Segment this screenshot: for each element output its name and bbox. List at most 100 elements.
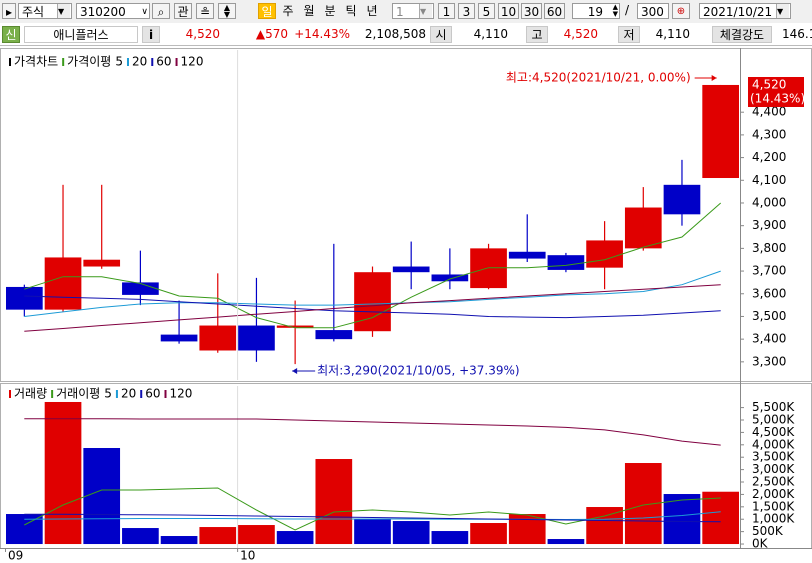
open-label: 시: [430, 26, 452, 43]
volume-bar: [160, 536, 198, 545]
price: 4,520: [185, 27, 220, 41]
volume: 2,108,508: [364, 27, 426, 41]
legend-marker: [115, 390, 118, 398]
candle-body: [238, 325, 275, 351]
legend-label: 120: [181, 55, 204, 69]
interval-button[interactable]: 5: [478, 3, 495, 19]
interest-button[interactable]: 관: [174, 3, 192, 19]
menu-icon[interactable]: ▸: [2, 3, 16, 19]
volume-bar: [6, 514, 43, 545]
moving-average-line: [24, 487, 721, 531]
change-rate: +14.43%: [294, 27, 350, 41]
interval-button[interactable]: 60: [544, 3, 565, 19]
y-tick-label: 4,200: [752, 150, 786, 164]
quote-bar: 신 애니플러스 i 4,520 ▲570 +14.43% 2,108,508 시…: [0, 23, 812, 46]
candle-body: [702, 84, 739, 179]
legend-marker: [51, 390, 54, 398]
candle-body: [547, 255, 585, 270]
x-tick-label: 09: [8, 549, 23, 563]
legend-label: 거래량: [14, 387, 47, 401]
legend-label: 60: [145, 387, 160, 401]
market-select[interactable]: 주식 ▼: [18, 3, 72, 19]
moving-average-line: [24, 513, 721, 523]
candle-body: [122, 282, 159, 295]
legend-marker: [175, 58, 178, 66]
legend-label: 가격차트: [14, 55, 58, 69]
interval-button[interactable]: 10: [498, 3, 519, 19]
volume-bar: [431, 531, 469, 545]
candle-body: [83, 259, 121, 267]
y-tick-label: 3,600: [752, 286, 786, 300]
y-tick-label: 5,000K: [752, 413, 795, 427]
high-annotation: 최고:4,520(2021/10/21, 0.00%): [506, 71, 691, 85]
moving-average-line: [24, 511, 721, 521]
y-tick-label: 4,400: [752, 105, 786, 119]
code-input[interactable]: 310200 ∨: [76, 3, 150, 19]
y-tick-label: 5,500K: [752, 400, 795, 414]
period-button[interactable]: 일: [258, 3, 276, 19]
volume-bar: [470, 523, 507, 545]
volume-bar: [122, 528, 159, 545]
candle-body: [44, 257, 82, 310]
candle-body: [160, 334, 198, 342]
legend-label: 5: [115, 55, 123, 69]
date-select[interactable]: 2021/10/21 ▼: [699, 3, 791, 19]
strength-label: 체결강도: [712, 26, 772, 43]
interval-button[interactable]: 1: [438, 3, 455, 19]
volume-bar: [547, 539, 585, 545]
count: 19: [587, 5, 603, 19]
interval-button[interactable]: 30: [521, 3, 542, 19]
legend-marker: [151, 58, 154, 66]
y-tick-label: 500K: [752, 524, 784, 538]
volume-bar: [238, 525, 275, 545]
total-input[interactable]: 300: [637, 3, 669, 19]
period-button[interactable]: 분: [324, 4, 336, 18]
moving-average-line: [24, 284, 721, 332]
legend-marker: [62, 58, 65, 66]
moving-average-line: [24, 418, 721, 446]
info-button[interactable]: i: [142, 26, 160, 43]
code: 310200: [80, 5, 126, 19]
moving-average-line: [24, 295, 721, 319]
zoom-button[interactable]: ⊕: [672, 3, 690, 19]
period-button[interactable]: 주: [282, 4, 294, 18]
legend-label: 거래이평: [56, 387, 100, 401]
interval-button[interactable]: 3: [458, 3, 475, 19]
candle-body: [354, 272, 391, 332]
y-tick-label: 4,500K: [752, 425, 795, 439]
count-input[interactable]: 19 ▲ ▼: [572, 3, 620, 19]
y-tick-label: 3,500K: [752, 450, 795, 464]
moving-average-line: [24, 202, 722, 329]
legend-label: 5: [104, 387, 112, 401]
search-button[interactable]: ⌕: [152, 3, 170, 19]
legend-marker: [9, 58, 11, 66]
y-tick-label: 3,900: [752, 218, 786, 232]
open: 4,110: [473, 27, 508, 41]
legend-marker: [9, 390, 11, 398]
legend-marker: [140, 390, 143, 398]
toolbar: ▸ 주식 ▼ 310200 ∨ ⌕ 관 ≗ ▲ ▼ 일 주 월 분 틱 년 1 ▼ 1 …: [0, 0, 812, 23]
market: 주식: [22, 5, 45, 19]
y-tick-label: 3,400: [752, 332, 786, 346]
candle-body: [663, 184, 701, 215]
volume-bar: [315, 459, 353, 545]
y-tick-label: 2,500K: [752, 475, 795, 489]
y-tick-label: 4,100: [752, 173, 786, 187]
period-button[interactable]: 년: [366, 4, 378, 18]
candle-body: [6, 286, 43, 310]
period-button[interactable]: 월: [303, 4, 315, 18]
interval-select[interactable]: 1 ▼: [392, 3, 434, 19]
low-arrow-head: [292, 368, 298, 374]
spinner[interactable]: ▲ ▼: [218, 3, 236, 19]
volume-bar: [508, 514, 546, 545]
y-tick-label: 1,500K: [752, 499, 795, 513]
period-button[interactable]: 틱: [345, 4, 357, 18]
candle-body: [392, 266, 430, 273]
tool-button[interactable]: ≗: [196, 3, 214, 19]
stock-name: 애니플러스: [24, 26, 138, 43]
volume-bar: [199, 527, 237, 545]
candle-body: [199, 325, 237, 351]
candle-body: [276, 325, 314, 328]
